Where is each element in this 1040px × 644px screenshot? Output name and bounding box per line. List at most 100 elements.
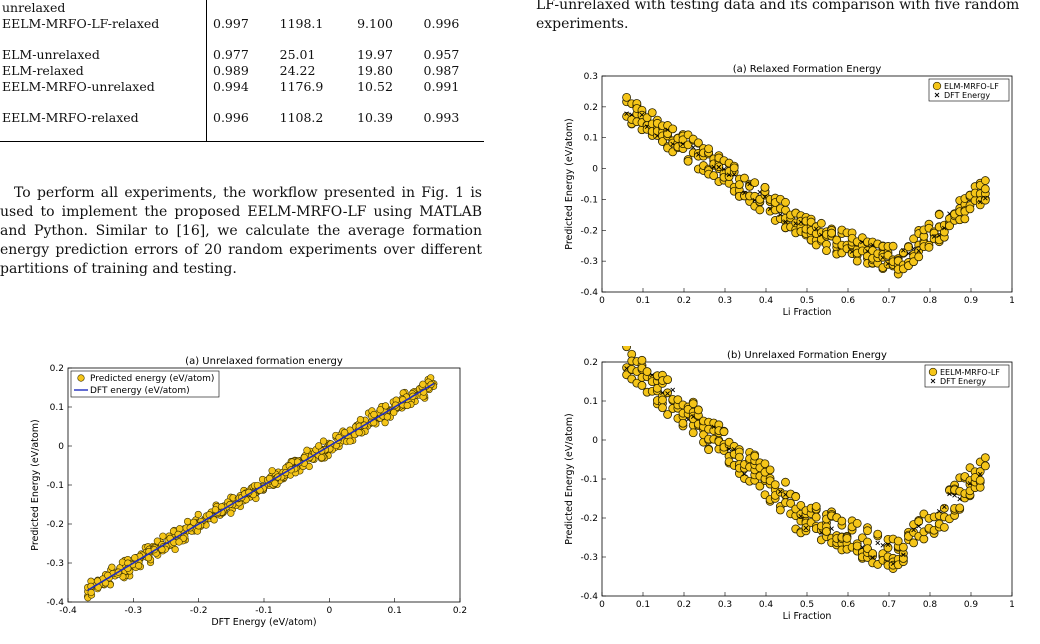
x-tick-label: 0.4 [759, 296, 774, 306]
data-point [382, 402, 390, 410]
chart-title: (b) Unrelaxed Formation Energy [727, 350, 887, 361]
scatter-points [622, 92, 990, 279]
dft-point [670, 387, 676, 393]
row-name: EELM-MRFO-relaxed [0, 110, 207, 142]
data-point [750, 178, 760, 188]
data-point [965, 204, 975, 214]
data-point [658, 395, 667, 405]
table-cell: 9.100 [357, 16, 393, 31]
y-tick-label: -0.4 [580, 288, 598, 298]
dft-point [803, 525, 809, 531]
legend-marker [934, 92, 940, 98]
data-point [734, 452, 744, 462]
x-tick-label: 0.6 [841, 600, 856, 610]
x-tick-label: 1 [1009, 600, 1015, 610]
x-axis-label: Li Fraction [783, 611, 832, 622]
data-point [663, 410, 672, 419]
y-tick-label: 0.1 [584, 397, 598, 407]
y-axis-label: Predicted Energy (eV/atom) [564, 413, 575, 544]
data-point [194, 510, 202, 519]
data-point [370, 410, 378, 419]
data-point [914, 252, 924, 262]
y-tick-label: -0.1 [580, 195, 598, 205]
x-tick-label: 0 [599, 600, 605, 610]
x-axis-label: Li Fraction [783, 307, 832, 318]
data-point [729, 163, 739, 173]
table-cell: 0.994 [213, 79, 249, 94]
x-tick-label: 0.4 [759, 600, 774, 610]
table-cell: 0.997 [213, 16, 249, 31]
row-name: unrelaxed [0, 0, 207, 16]
data-point [755, 205, 765, 215]
data-point [816, 218, 826, 228]
x-tick-label: 0.1 [636, 600, 650, 610]
dft-point [665, 391, 670, 396]
y-tick-label: -0.2 [580, 514, 598, 524]
data-point [781, 197, 790, 207]
y-tick-label: 0.2 [50, 364, 64, 374]
data-point [315, 442, 323, 450]
data-point [355, 429, 363, 437]
y-tick-label: -0.4 [46, 598, 64, 608]
data-point [837, 516, 847, 526]
table-cell: 10.52 [357, 79, 393, 94]
dft-point [901, 552, 906, 558]
data-point [668, 124, 678, 134]
legend-marker [928, 367, 938, 377]
table-cell: 0.987 [423, 63, 460, 78]
data-point [924, 242, 934, 252]
x-tick-label: 1 [1009, 296, 1015, 306]
table-cell [418, 0, 484, 16]
table-cell: 1176.9 [279, 79, 324, 94]
data-point [688, 399, 698, 409]
data-point [678, 418, 688, 428]
data-point [403, 401, 411, 410]
table-cell [351, 0, 417, 16]
data-point [811, 512, 821, 522]
data-point [346, 437, 354, 445]
data-point [622, 92, 631, 102]
data-point [658, 137, 667, 146]
table-row: EELM-MRFO-relaxed 0.996 1108.2 10.39 0.993 [0, 110, 484, 142]
y-tick-label: 0.3 [584, 72, 598, 82]
data-point [190, 518, 198, 526]
data-point [770, 480, 780, 490]
dft-point [742, 471, 747, 477]
x-axis-label: DFT Energy (eV/atom) [211, 617, 316, 628]
legend-label: EELM-MRFO-LF [940, 368, 1000, 377]
data-point [914, 517, 924, 526]
data-point [673, 395, 683, 405]
data-point [268, 467, 276, 475]
chart-title: (a) Relaxed Formation Energy [733, 64, 882, 75]
x-tick-label: 0.2 [677, 296, 691, 306]
data-point [955, 503, 965, 513]
y-axis-label: Predicted Energy (eV/atom) [564, 118, 575, 249]
data-point [939, 522, 949, 532]
x-tick-label: 0.5 [800, 600, 814, 610]
dft-point [885, 542, 891, 548]
legend-box [928, 78, 1010, 102]
y-tick-label: 0.1 [50, 403, 64, 413]
data-point [898, 554, 908, 563]
data-point [688, 428, 698, 438]
table-cell: 1108.2 [273, 110, 352, 142]
dft-point [942, 504, 947, 510]
table-cell: 0.993 [417, 110, 484, 142]
x-tick-label: 0 [599, 296, 605, 306]
data-point [909, 538, 919, 548]
table-cell: 24.22 [279, 63, 316, 78]
y-tick-label: -0.3 [46, 559, 64, 569]
data-point [842, 533, 852, 543]
data-point [305, 462, 313, 471]
data-point [980, 195, 990, 205]
data-point [980, 184, 990, 194]
x-tick-label: 0.2 [453, 606, 467, 616]
x-tick-label: 0.5 [800, 296, 814, 306]
legend-box [70, 370, 220, 398]
data-point [904, 242, 913, 252]
y-tick-label: 0.2 [584, 103, 598, 113]
x-tick-label: 0.6 [841, 296, 856, 306]
data-point [390, 408, 398, 417]
table-row: EELM-MRFO-unrelaxed 0.994 1176.9 10.52 0.991 [0, 79, 484, 110]
